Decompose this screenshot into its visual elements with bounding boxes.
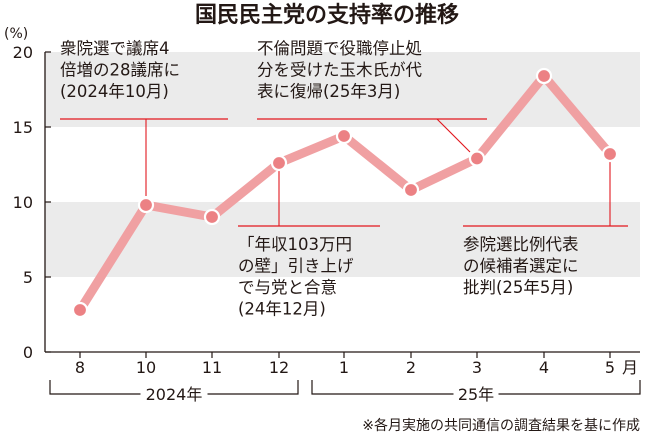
data-point xyxy=(402,181,420,199)
annotation-text: 衆院選で議席4 倍増の28議席に (2024年10月) xyxy=(60,39,180,101)
annotation-line: 衆院選で議席4 xyxy=(60,39,170,58)
annotation-text: 参院選比例代表の候補者選定に批判(25年5月) xyxy=(463,235,579,297)
year-bracket-left xyxy=(49,380,141,395)
x-tick-label: 1 xyxy=(339,358,349,377)
data-point xyxy=(335,127,353,145)
y-tick-label: 15 xyxy=(13,118,33,137)
year-label: 2024年 xyxy=(146,385,203,404)
x-tick-label: 3 xyxy=(472,358,482,377)
x-tick-label: 4 xyxy=(539,358,549,377)
annotation-line: 分を受けた玉木氏が代 xyxy=(257,61,423,80)
series-group xyxy=(71,67,619,319)
x-tick-label: 10 xyxy=(136,358,156,377)
x-tick-unit: 月 xyxy=(622,358,638,377)
annotations: 衆院選で議席4 倍増の28議席に (2024年10月) 「年収103万円の壁」引き上げ… xyxy=(60,39,579,319)
x-tick-labels: 8 10 11 12 1 2 3 4 5 月 xyxy=(75,352,638,377)
y-tick-label: 20 xyxy=(13,43,33,62)
year-bracket-right xyxy=(207,380,299,395)
year-bracket-right xyxy=(498,380,641,395)
data-point xyxy=(137,196,155,214)
y-tick-label: 10 xyxy=(13,193,33,212)
x-tick-label: 8 xyxy=(75,358,85,377)
x-tick-label: 2 xyxy=(406,358,416,377)
grid-band-0 xyxy=(45,52,640,127)
y-tick-label: 5 xyxy=(23,268,33,287)
data-point xyxy=(71,301,89,319)
data-point xyxy=(601,145,619,163)
x-tick-label: 5 xyxy=(605,358,615,377)
year-label: 25年 xyxy=(458,385,494,404)
annotation-line: で与党と合意 xyxy=(238,278,337,297)
source-note: ※各月実施の共同通信の調査結果を基に作成 xyxy=(362,417,640,434)
x-tick-label: 12 xyxy=(269,358,289,377)
annotation-line: 不倫問題で役職停止処 xyxy=(257,39,422,58)
y-tick-labels: 0 5 10 15 20 xyxy=(13,43,51,362)
year-bracket-left xyxy=(311,380,454,395)
annotation-line: (24年12月) xyxy=(238,300,326,319)
data-point xyxy=(270,154,288,172)
annotation-line: の候補者選定に xyxy=(463,257,579,276)
annotation-line: 表に復帰(25年3月) xyxy=(257,82,400,101)
y-tick-label: 0 xyxy=(23,343,33,362)
chart-title: 国民民主党の支持率の推移 xyxy=(195,2,459,28)
annotation-line: 「年収103万円 xyxy=(238,235,352,254)
year-groups: 2024年 25年 xyxy=(49,380,641,404)
annotation-text: 不倫問題で役職停止処分を受けた玉木氏が代表に復帰(25年3月) xyxy=(257,39,423,101)
annotation-line: 倍増の28議席に xyxy=(60,61,180,80)
annotation-line: 参院選比例代表 xyxy=(463,235,579,254)
x-tick-label: 11 xyxy=(202,358,222,377)
data-point xyxy=(535,67,553,85)
data-point xyxy=(468,150,486,167)
data-point xyxy=(203,208,221,226)
annotation-line: の壁」引き上げ xyxy=(238,257,354,276)
annotation-text: 「年収103万円の壁」引き上げで与党と合意 (24年12月) xyxy=(238,235,354,319)
annotation-line: 批判(25年5月) xyxy=(463,278,573,297)
y-axis-unit: (%) xyxy=(4,26,28,42)
annotation-leaders xyxy=(60,118,628,227)
annotation-leader xyxy=(436,118,471,153)
annotation-line: (2024年10月) xyxy=(60,82,169,101)
